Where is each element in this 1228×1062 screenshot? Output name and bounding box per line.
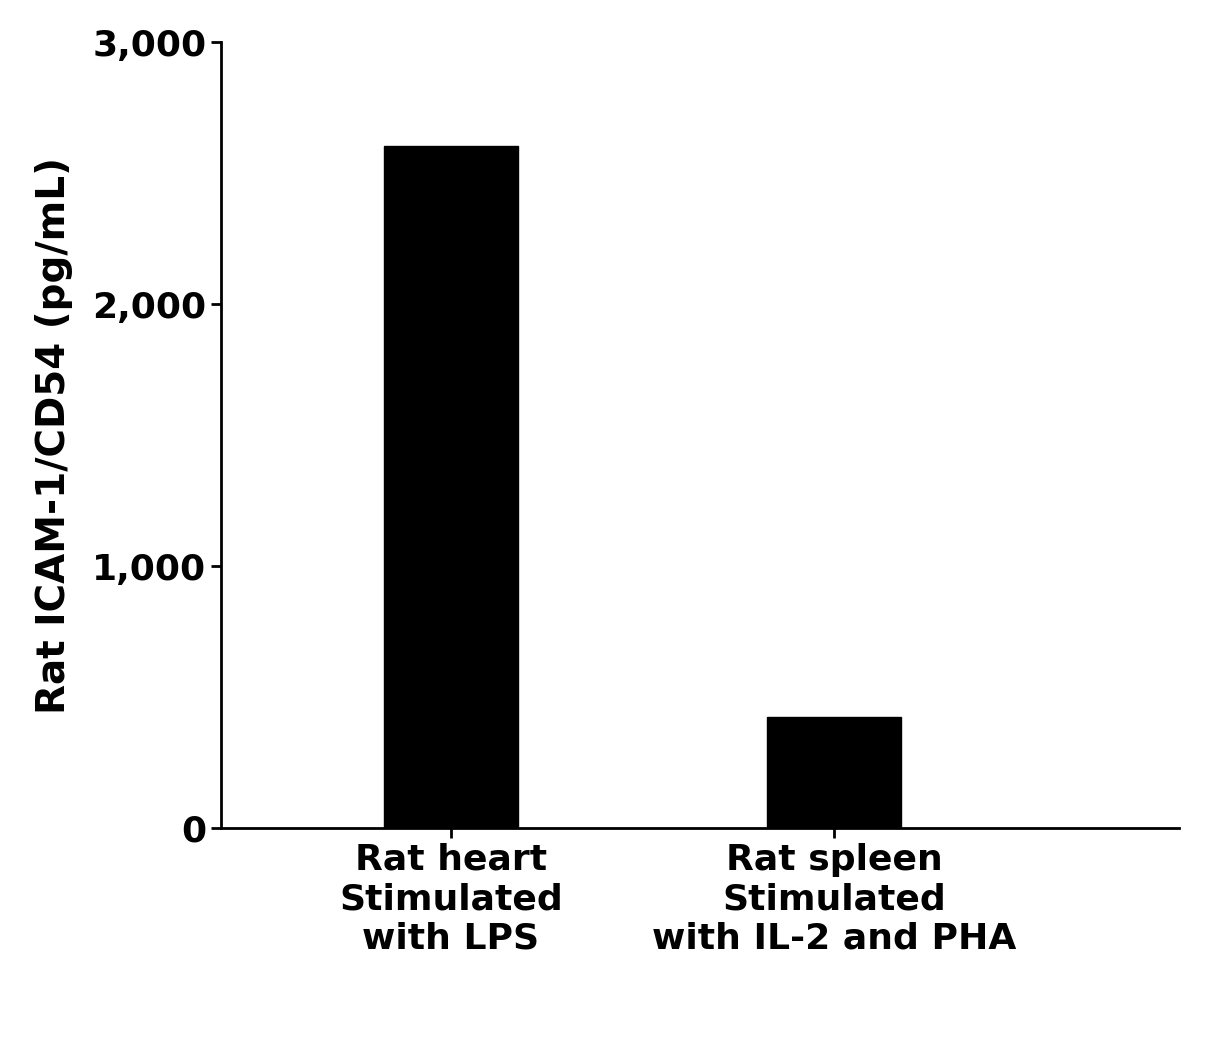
Bar [768, 717, 901, 828]
Bar [384, 145, 518, 828]
Y-axis label: Rat ICAM-1/CD54 (pg/mL): Rat ICAM-1/CD54 (pg/mL) [34, 157, 72, 714]
